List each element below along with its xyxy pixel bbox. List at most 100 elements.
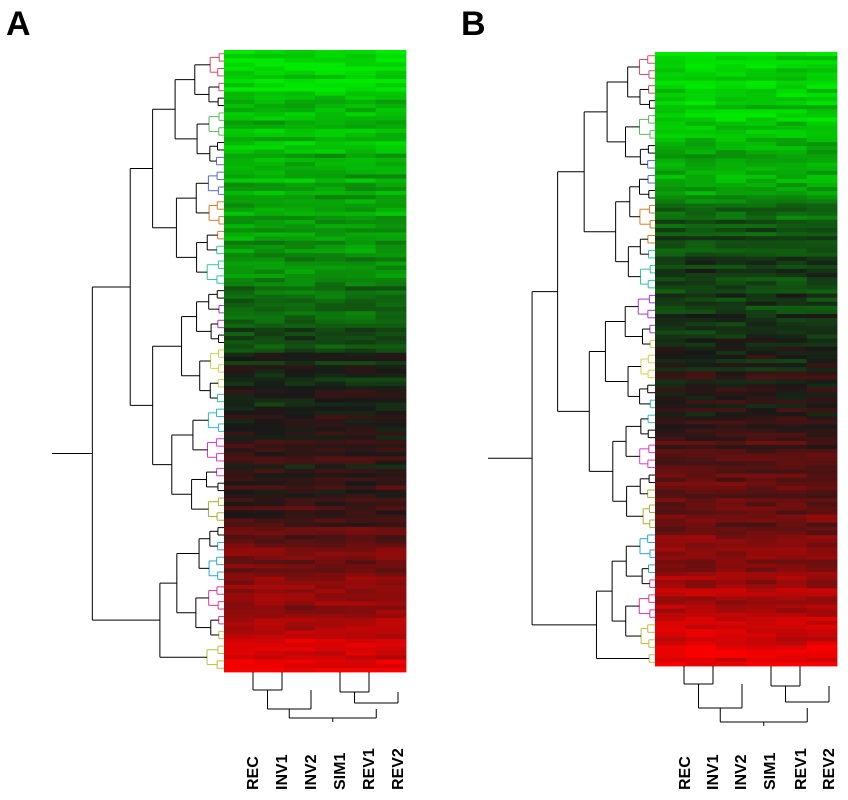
panel-a-heatmap-cell <box>284 141 316 146</box>
panel-b-heatmap-cell <box>685 326 717 331</box>
panel-a-heatmap-cell <box>345 472 377 478</box>
panel-b-heatmap-cell <box>655 649 686 655</box>
panel-b-heatmap-cell <box>806 232 838 237</box>
panel-a-heatmap-cell <box>345 659 377 665</box>
panel-a-heatmap-cell <box>284 220 316 225</box>
panel-a-heatmap-cell <box>315 406 346 412</box>
panel-a-heatmap-cell <box>375 531 407 536</box>
panel-b-heatmap-cell <box>776 277 808 282</box>
panel-a-heatmap-cell <box>254 224 286 229</box>
panel-a-heatmap-cell <box>284 514 316 519</box>
panel-b-col-label-rec: REC <box>677 756 694 790</box>
panel-b-heatmap-cell <box>776 72 808 77</box>
panel-a-heatmap-cell <box>254 605 286 611</box>
panel-a-heatmap-cell <box>315 323 346 329</box>
panel-a-heatmap-cell <box>224 506 255 511</box>
panel-b-heatmap-cell <box>685 526 717 532</box>
panel-b-heatmap-cell <box>685 543 717 548</box>
panel-a-heatmap-cell <box>224 497 255 503</box>
panel-b-heatmap-cell <box>806 121 838 127</box>
panel-b-heatmap-cell <box>776 510 808 515</box>
panel-b-heatmap-cell <box>776 125 808 131</box>
panel-b-heatmap-cell <box>746 84 777 90</box>
panel-a-heatmap-cell <box>375 597 407 602</box>
panel-a-heatmap-cell <box>284 307 316 312</box>
panel-a-heatmap-cell <box>345 448 377 453</box>
panel-b-heatmap-cell <box>685 563 717 569</box>
panel-b-heatmap-cell <box>655 620 686 626</box>
panel-b-heatmap-cell <box>715 485 747 491</box>
panel-b-heatmap-cell <box>715 535 747 540</box>
panel-a-heatmap-cell <box>375 501 407 507</box>
panel-a-heatmap-cell <box>315 298 346 304</box>
panel-b-heatmap-cell <box>806 641 838 646</box>
panel-a-heatmap-cell <box>375 340 407 345</box>
panel-b-heatmap-cell <box>655 371 686 376</box>
panel-a-heatmap-cell <box>375 137 407 142</box>
panel-b-heatmap-cell <box>806 68 838 73</box>
panel-b-heatmap-cell <box>746 432 777 438</box>
panel-b-heatmap-cell <box>746 379 777 384</box>
panel-b-heatmap-cell <box>715 387 747 393</box>
panel-b-heatmap-cell <box>806 273 838 278</box>
panel-b-heatmap-cell <box>776 432 808 438</box>
panel-b-heatmap-cell <box>685 596 717 601</box>
panel-b-heatmap-cell <box>806 616 838 622</box>
panel-a-heatmap-cell <box>284 543 316 548</box>
panel-a-heatmap-cell <box>284 286 316 291</box>
panel-a-heatmap-cell <box>375 99 407 105</box>
panel-b-heatmap-cell <box>715 330 747 335</box>
panel-a-col-dendrogram <box>252 672 399 722</box>
panel-b-heatmap-cell <box>746 588 777 593</box>
panel-b-heatmap-cell <box>685 125 717 131</box>
panel-b-heatmap-cell <box>655 203 686 208</box>
panel-b-heatmap-cell <box>685 338 717 344</box>
panel-b-heatmap-cell <box>746 52 777 57</box>
panel-a-heatmap-cell <box>345 261 377 267</box>
panel-a-heatmap-cell <box>224 514 255 519</box>
panel-a-heatmap-cell <box>375 348 407 354</box>
panel-a-heatmap-cell <box>254 294 286 300</box>
panel-b-heatmap-cell <box>715 473 747 479</box>
panel-a-heatmap-cell <box>345 99 377 105</box>
panel-b-heatmap-cell <box>655 187 686 192</box>
panel-a-heatmap-cell <box>315 634 346 640</box>
panel-a-heatmap-cell <box>345 555 377 561</box>
panel-a-heatmap-cell <box>345 87 377 92</box>
panel-b-heatmap-cell <box>715 367 747 372</box>
panel-b-heatmap-cell <box>715 129 747 135</box>
panel-a-heatmap-cell <box>254 655 286 660</box>
panel-a-heatmap-cell <box>375 622 407 627</box>
panel-b-heatmap-cell <box>776 301 808 307</box>
panel-a-heatmap-cell <box>315 439 346 445</box>
panel-b-heatmap-cell <box>776 637 808 642</box>
panel-b-heatmap-cell <box>715 326 747 331</box>
panel-a-heatmap-cell <box>284 597 316 602</box>
panel-b-heatmap-cell <box>746 240 777 245</box>
panel-b-heatmap-cell <box>746 125 777 131</box>
panel-b-heatmap-cell <box>655 281 686 286</box>
panel-b-heatmap-cell <box>746 477 777 483</box>
panel-b-heatmap-cell <box>776 661 808 667</box>
panel-a-heatmap-cell <box>284 369 316 374</box>
panel-a-heatmap-cell <box>315 282 346 287</box>
panel-b-heatmap-cell <box>685 101 717 106</box>
panel-a-heatmap-cell <box>284 642 316 648</box>
panel-a-heatmap-cell <box>345 141 377 146</box>
panel-a-heatmap-cell <box>345 157 377 163</box>
panel-a-heatmap-cell <box>254 348 286 354</box>
panel-b-heatmap-cell <box>655 105 686 110</box>
panel-a-heatmap-cell <box>284 613 316 619</box>
panel-b-heatmap-cell <box>655 469 686 475</box>
panel-a-heatmap-cell <box>254 62 286 67</box>
panel-a-heatmap-cell <box>375 522 407 528</box>
panel-a-heatmap-cell <box>254 626 286 631</box>
panel-b-heatmap-cell <box>715 510 747 515</box>
panel-b-heatmap-cell <box>655 547 686 552</box>
panel-b-heatmap-cell <box>715 449 747 454</box>
panel-b-heatmap-cell <box>715 109 747 114</box>
panel-b-heatmap-cell <box>685 575 717 581</box>
panel-b-heatmap-cell <box>685 436 717 442</box>
panel-b-heatmap-cell <box>715 195 747 200</box>
